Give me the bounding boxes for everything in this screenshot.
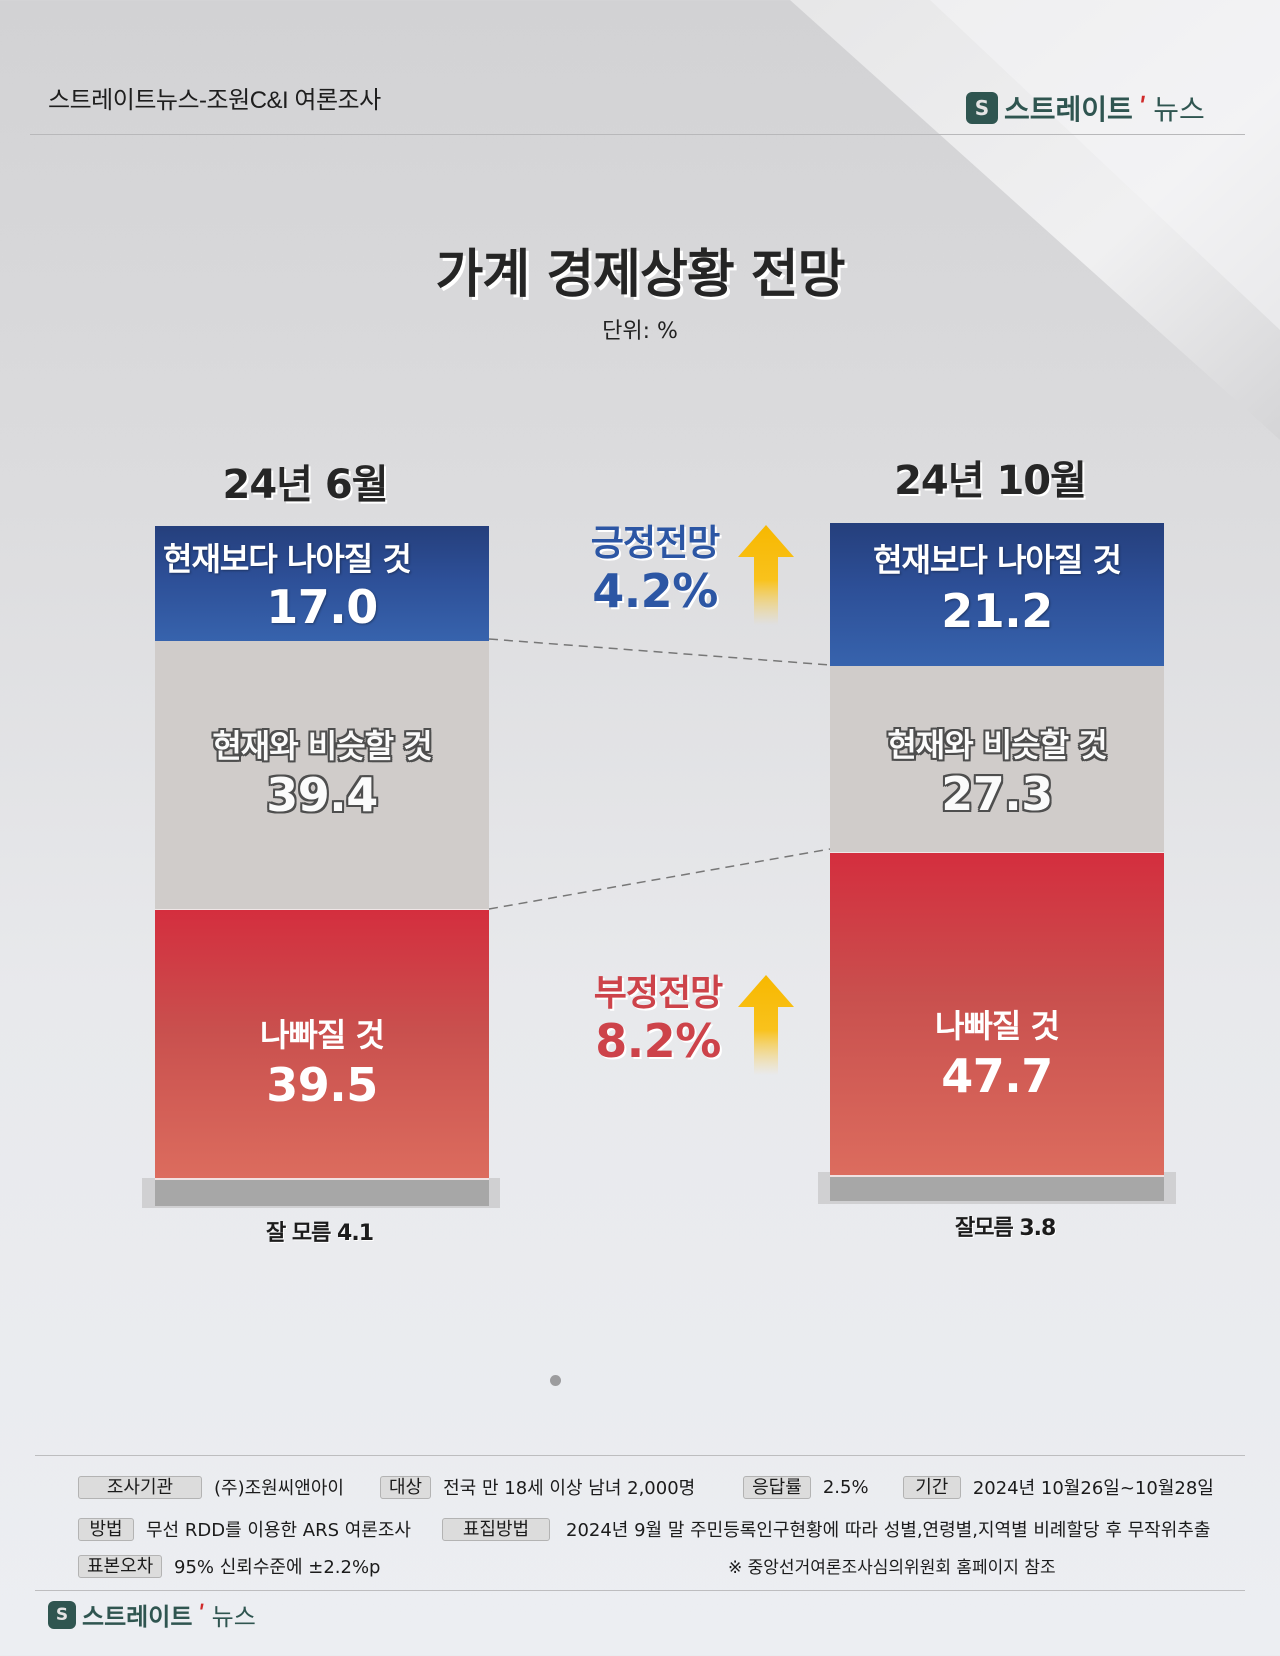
segment-dont-know-october[interactable]: [830, 1175, 1164, 1201]
logo-accent-icon: ʹ: [1138, 91, 1148, 125]
chart-unit: 단위: %: [602, 319, 678, 344]
meta-tag-margin-of-error: 표본오차: [78, 1554, 162, 1578]
meta-note-text: ※ 중앙선거여론조사심의위원회 홈페이지 참조: [728, 1558, 1056, 1578]
stacked-bar-october: 현재보다 나아질 것 21.2 현재와 비슷할 것 27.3 나빠질 것 47.…: [830, 523, 1164, 1203]
meta-tag-period: 기간: [902, 1475, 961, 1499]
meta-row-2: 방법 무선 RDD를 이용한 ARS 여론조사 표집방법 2024년 9월 말 …: [78, 1516, 1210, 1542]
meta-value-sampling: 2024년 9월 말 주민등록인구현황에 따라 성별,연령별,지역별 비례할당 …: [566, 1520, 1211, 1541]
negative-outlook-change: 부정전망 8.2%: [573, 964, 743, 1068]
meta-tag-target: 대상: [380, 1475, 432, 1499]
meta-row-3: 표본오차 95% 신뢰수준에 ±2.2%p: [78, 1553, 381, 1579]
footer-divider-top: [35, 1455, 1245, 1456]
segment-dont-know-june[interactable]: [155, 1178, 489, 1206]
segment-value: 39.4: [266, 768, 378, 822]
segment-value: 17.0: [266, 580, 378, 634]
negative-outlook-value: 8.2%: [595, 1014, 721, 1068]
page-indicator-dot[interactable]: [550, 1375, 561, 1386]
meta-value-margin-of-error: 95% 신뢰수준에 ±2.2%p: [174, 1557, 381, 1578]
up-arrow-icon: [738, 975, 794, 1075]
up-arrow-icon: [738, 525, 794, 625]
segment-label: 나빠질 것: [260, 1016, 385, 1054]
meta-value-method: 무선 RDD를 이용한 ARS 여론조사: [146, 1520, 411, 1541]
segment-better-october[interactable]: 현재보다 나아질 것 21.2: [830, 523, 1164, 666]
negative-outlook-label: 부정전망: [593, 973, 723, 1014]
segment-same-october[interactable]: 현재와 비슷할 것 27.3: [830, 666, 1164, 852]
meta-tag-response-rate: 응답률: [743, 1475, 811, 1499]
chart-title: 가계 경제상황 전망: [435, 245, 846, 305]
segment-value: 27.3: [941, 767, 1053, 821]
positive-outlook-label: 긍정전망: [590, 523, 720, 564]
header-divider: [30, 134, 1245, 135]
segment-label: 현재보다 나아질 것: [163, 540, 412, 578]
logo-text: 스트레이트: [1004, 93, 1133, 126]
brand-logo-footer: S 스트레이트 ʹ 뉴스: [48, 1597, 256, 1632]
meta-row-1: 조사기관 (주)조원씨앤아이 대상 전국 만 18세 이상 남녀 2,000명 …: [78, 1474, 1214, 1500]
survey-source: 스트레이트뉴스-조원C&I 여론조사: [48, 87, 381, 114]
meta-note: ※ 중앙선거여론조사심의위원회 홈페이지 참조: [728, 1553, 1056, 1578]
dont-know-label-june: 잘 모름 4.1: [266, 1221, 374, 1246]
period-label-october: 24년 10월: [894, 458, 1087, 504]
dont-know-label-october: 잘모름 3.8: [955, 1216, 1056, 1241]
segment-same-june[interactable]: 현재와 비슷할 것 39.4: [155, 641, 489, 909]
meta-value-response-rate: 2.5%: [822, 1476, 869, 1498]
segment-value: 21.2: [941, 584, 1053, 638]
segment-label: 나빠질 것: [935, 1007, 1060, 1045]
logo-text: 스트레이트: [82, 1603, 193, 1631]
segment-value: 47.7: [941, 1049, 1053, 1103]
logo-s-icon: S: [966, 92, 998, 124]
period-label-june: 24년 6월: [222, 462, 388, 508]
brand-logo: S 스트레이트 ʹ 뉴스: [966, 88, 1205, 128]
logo-accent-icon: ʹ: [198, 1600, 206, 1629]
meta-tag-sampling: 표집방법: [442, 1517, 550, 1541]
footer-divider-bottom: [35, 1590, 1245, 1591]
segment-label: 현재보다 나아질 것: [873, 541, 1122, 579]
meta-value-period: 2024년 10월26일~10월28일: [972, 1478, 1214, 1499]
positive-outlook-value: 4.2%: [592, 564, 718, 618]
segment-value: 39.5: [266, 1058, 378, 1112]
meta-tag-agency: 조사기관: [78, 1475, 202, 1499]
segment-worse-october[interactable]: 나빠질 것 47.7: [830, 852, 1164, 1175]
meta-value-agency: (주)조원씨앤아이: [214, 1478, 344, 1499]
segment-worse-june[interactable]: 나빠질 것 39.5: [155, 909, 489, 1178]
segment-label: 현재와 비슷할 것: [887, 726, 1107, 764]
logo-suffix: 뉴스: [1153, 93, 1205, 126]
segment-better-june[interactable]: 현재보다 나아질 것 17.0: [155, 526, 489, 641]
logo-s-icon: S: [48, 1600, 76, 1629]
meta-value-target: 전국 만 18세 이상 남녀 2,000명: [443, 1478, 696, 1499]
segment-label: 현재와 비슷할 것: [212, 727, 432, 765]
logo-suffix: 뉴스: [211, 1603, 256, 1631]
positive-outlook-change: 긍정전망 4.2%: [570, 514, 740, 618]
stacked-bar-june: 현재보다 나아질 것 17.0 현재와 비슷할 것 39.4 나빠질 것 39.…: [155, 526, 489, 1206]
meta-tag-method: 방법: [78, 1517, 134, 1541]
